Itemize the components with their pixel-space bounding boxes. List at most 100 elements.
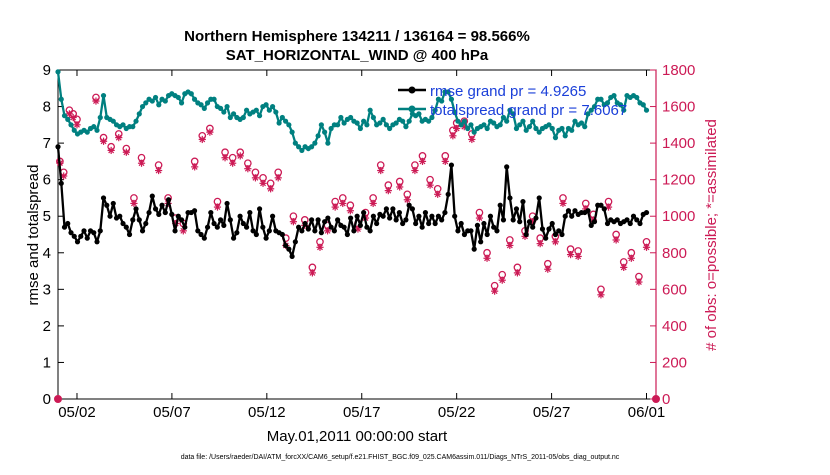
- rmse-point: [204, 224, 211, 230]
- obs-assimilated-stroke: [70, 114, 77, 121]
- obs-assimilated-point: [331, 203, 339, 211]
- rmse-point: [286, 246, 292, 252]
- rmse-point: [591, 219, 598, 225]
- rmse-point: [175, 213, 181, 219]
- obs-assimilated-point: [115, 134, 123, 142]
- rmse-point: [523, 231, 529, 238]
- y-axis-label-right: # of obs: o=possible; *=assimilated: [703, 119, 720, 351]
- rmse-point: [224, 200, 230, 207]
- obs-assimilated-point: [122, 148, 130, 156]
- totalspread-point: [617, 102, 624, 108]
- rmse-point: [520, 199, 526, 205]
- rmse-point: [517, 219, 523, 225]
- rmse-point: [481, 220, 487, 227]
- obs-assimilated-point: [274, 174, 282, 182]
- obs-assimilated-stroke: [468, 136, 475, 143]
- obs-assimilated-point: [483, 254, 491, 262]
- totalspread-point: [289, 129, 295, 135]
- obs-assimilated-stroke: [575, 253, 582, 260]
- rmse-point: [549, 220, 555, 227]
- y-tick-label-left: 6: [43, 172, 51, 189]
- rmse-point: [253, 231, 259, 238]
- rmse-point: [452, 213, 458, 219]
- rmse-point: [302, 220, 308, 227]
- obs-assimilated-stroke: [206, 129, 213, 136]
- rmse-point: [598, 202, 604, 208]
- totalspread-point: [71, 127, 77, 133]
- obs-assimilated-stroke: [442, 158, 449, 165]
- footnote: data file: /Users/raeder/DAI/ATM_forcXX/…: [181, 454, 620, 461]
- obs-zero-point: [652, 395, 660, 403]
- rmse-point: [588, 222, 594, 228]
- rmse-point: [604, 220, 611, 227]
- rmse-point: [78, 233, 84, 239]
- rmse-point: [266, 228, 272, 234]
- totalspread-point: [178, 100, 185, 106]
- obs-assimilated-point: [308, 269, 316, 277]
- obs-assimilated-point: [130, 199, 138, 208]
- totalspread-point: [110, 118, 116, 124]
- rmse-point: [627, 220, 633, 227]
- obs-assimilated-point: [411, 166, 419, 175]
- totalspread-point: [269, 103, 276, 110]
- obs-assimilated-point: [396, 183, 404, 191]
- totalspread-point: [461, 118, 468, 124]
- rmse-point: [156, 211, 162, 217]
- obs-assimilated-point: [99, 137, 108, 145]
- obs-assimilated-stroke: [476, 215, 483, 221]
- obs-assimilated-point: [107, 146, 115, 155]
- obs-assimilated-stroke: [567, 251, 574, 258]
- totalspread-point: [364, 122, 370, 128]
- totalspread-point: [253, 107, 259, 113]
- obs-assimilated-stroke: [347, 207, 354, 214]
- obs-assimilated-point: [418, 157, 427, 165]
- obs-assimilated-stroke: [537, 240, 544, 247]
- obs-assimilated-stroke: [613, 237, 620, 243]
- rmse-point: [643, 209, 650, 216]
- totalspread-point: [94, 127, 100, 133]
- obs-assimilated-stroke: [252, 174, 259, 181]
- obs-assimilated-stroke: [605, 204, 612, 211]
- rmse-point: [478, 239, 484, 245]
- totalspread-point: [370, 114, 376, 121]
- rmse-point: [565, 208, 572, 214]
- rmse-point: [445, 191, 451, 197]
- totalspread-point: [204, 100, 211, 106]
- rmse-point: [240, 220, 246, 227]
- obs-assimilated-stroke: [514, 269, 521, 276]
- rmse-point: [530, 224, 536, 230]
- rmse-point: [201, 235, 207, 241]
- rmse-point: [214, 224, 220, 230]
- obs-assimilated-stroke: [93, 98, 99, 105]
- totalspread-point: [588, 107, 594, 113]
- obs-assimilated-point: [642, 243, 651, 251]
- rmse-point: [81, 228, 87, 234]
- totalspread-point: [273, 109, 279, 115]
- y-tick-label-right: 0: [662, 391, 670, 408]
- rmse-point: [146, 209, 152, 216]
- rmse-point: [442, 209, 448, 216]
- obs-assimilated-stroke: [419, 158, 426, 165]
- totalspread-point: [120, 122, 126, 128]
- rmse-point: [178, 217, 185, 223]
- totalspread-point: [256, 113, 263, 119]
- obs-assimilated-stroke: [290, 218, 297, 225]
- obs-assimilated-point: [229, 159, 237, 167]
- rmse-point: [413, 220, 419, 227]
- obs-assimilated-stroke: [275, 174, 282, 181]
- totalspread-point: [481, 122, 487, 128]
- obs-assimilated-point: [221, 154, 229, 162]
- rmse-point: [526, 219, 533, 225]
- x-tick-label: 05/02: [58, 404, 96, 421]
- rmse-point: [432, 220, 438, 227]
- rmse-point: [637, 220, 643, 227]
- chart-title-line1: Northern Hemisphere 134211 / 136164 = 98…: [184, 28, 530, 45]
- totalspread-point: [452, 109, 458, 115]
- totalspread-point: [549, 125, 555, 132]
- rmse-point: [543, 235, 549, 241]
- obs-assimilated-point: [137, 159, 146, 167]
- rmse-point: [136, 217, 142, 223]
- y-tick-label-left: 7: [43, 135, 51, 152]
- obs-assimilated-stroke: [339, 200, 346, 207]
- rmse-point: [247, 209, 253, 216]
